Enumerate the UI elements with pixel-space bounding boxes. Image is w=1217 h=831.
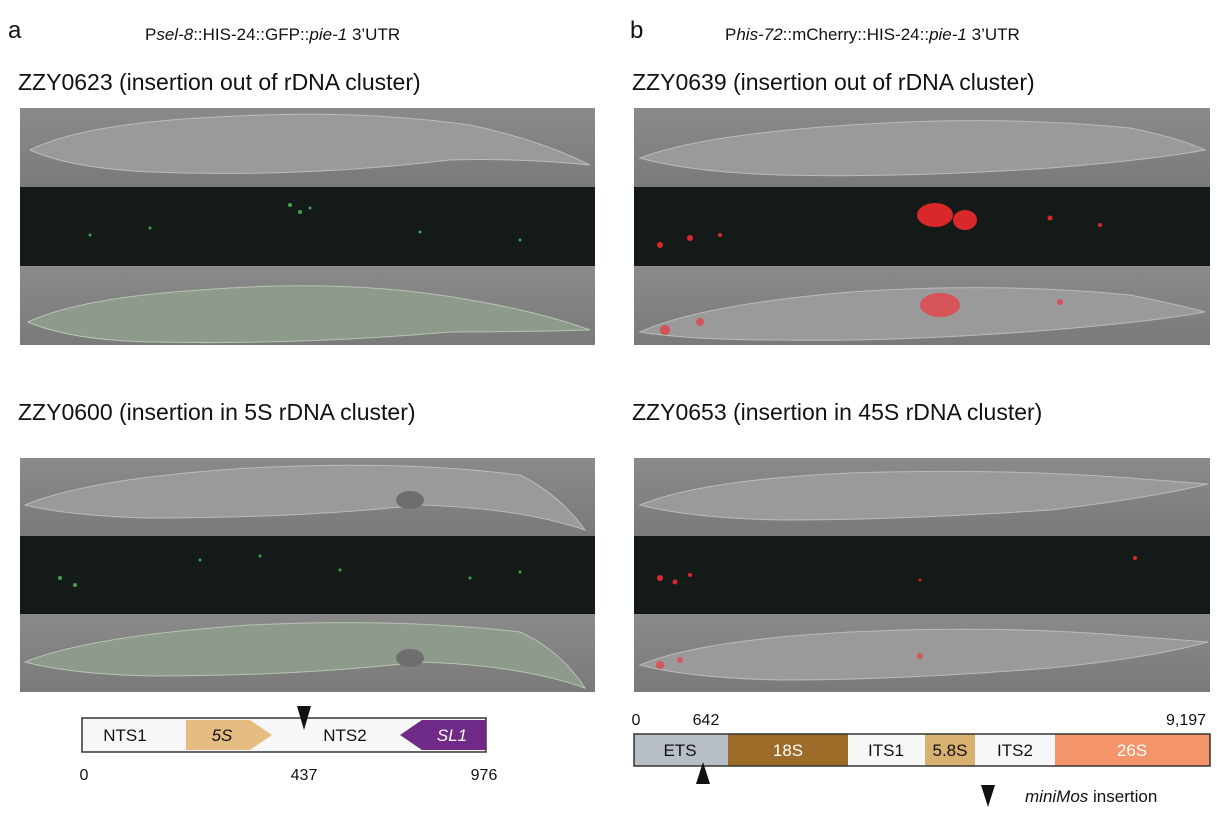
construct-part: 3’UTR — [347, 25, 400, 44]
construct-title: Phis-72::mCherry::HIS-24::pie-1 3’UTR — [725, 25, 1020, 44]
legend-part: miniMos — [1025, 787, 1089, 806]
segment-label: SL1 — [437, 726, 467, 745]
panel-label: a — [8, 17, 22, 44]
construct-part: his-72 — [736, 25, 783, 44]
rdna-map — [633, 733, 1211, 784]
tick-label: 9,197 — [1166, 712, 1206, 729]
segment-label: ETS — [663, 741, 696, 760]
segment-label: ITS1 — [868, 741, 904, 760]
legend-marker — [981, 785, 995, 807]
segment-label: NTS2 — [323, 726, 366, 745]
micrograph — [20, 108, 595, 345]
construct-part: pie-1 — [928, 25, 967, 44]
strain-heading: ZZY0653 (insertion in 45S rDNA cluster) — [632, 399, 1042, 425]
segment-label: 18S — [773, 741, 803, 760]
construct-part: 3’UTR — [967, 25, 1020, 44]
legend-part: insertion — [1088, 787, 1157, 806]
strain-heading: ZZY0623 (insertion out of rDNA cluster) — [18, 69, 421, 95]
construct-part: sel-8 — [156, 25, 193, 44]
segment-label: NTS1 — [103, 726, 146, 745]
strain-heading: ZZY0600 (insertion in 5S rDNA cluster) — [18, 399, 416, 425]
tick-label: 0 — [632, 712, 641, 729]
micrograph — [20, 458, 595, 692]
segment-label: 5S — [212, 726, 233, 745]
panel-label: b — [630, 17, 643, 44]
tick-label: 0 — [80, 767, 89, 784]
legend-label: miniMos insertion — [1025, 787, 1157, 806]
construct-part: ::HIS-24::GFP:: — [193, 25, 309, 44]
construct-part: pie-1 — [308, 25, 347, 44]
segment-label: 26S — [1117, 741, 1147, 760]
construct-title: Psel-8::HIS-24::GFP::pie-1 3’UTR — [145, 25, 400, 44]
tick-label: 976 — [471, 767, 498, 784]
micrograph — [634, 458, 1210, 692]
tick-label: 437 — [291, 767, 318, 784]
tick-label: 642 — [693, 712, 720, 729]
segment-label: ITS2 — [997, 741, 1033, 760]
micrograph — [634, 108, 1210, 345]
rdna-map — [81, 706, 487, 753]
construct-part: ::mCherry::HIS-24:: — [783, 25, 929, 44]
construct-part: P — [725, 25, 736, 44]
strain-heading: ZZY0639 (insertion out of rDNA cluster) — [632, 69, 1035, 95]
construct-part: P — [145, 25, 156, 44]
segment-label: 5.8S — [933, 741, 968, 760]
